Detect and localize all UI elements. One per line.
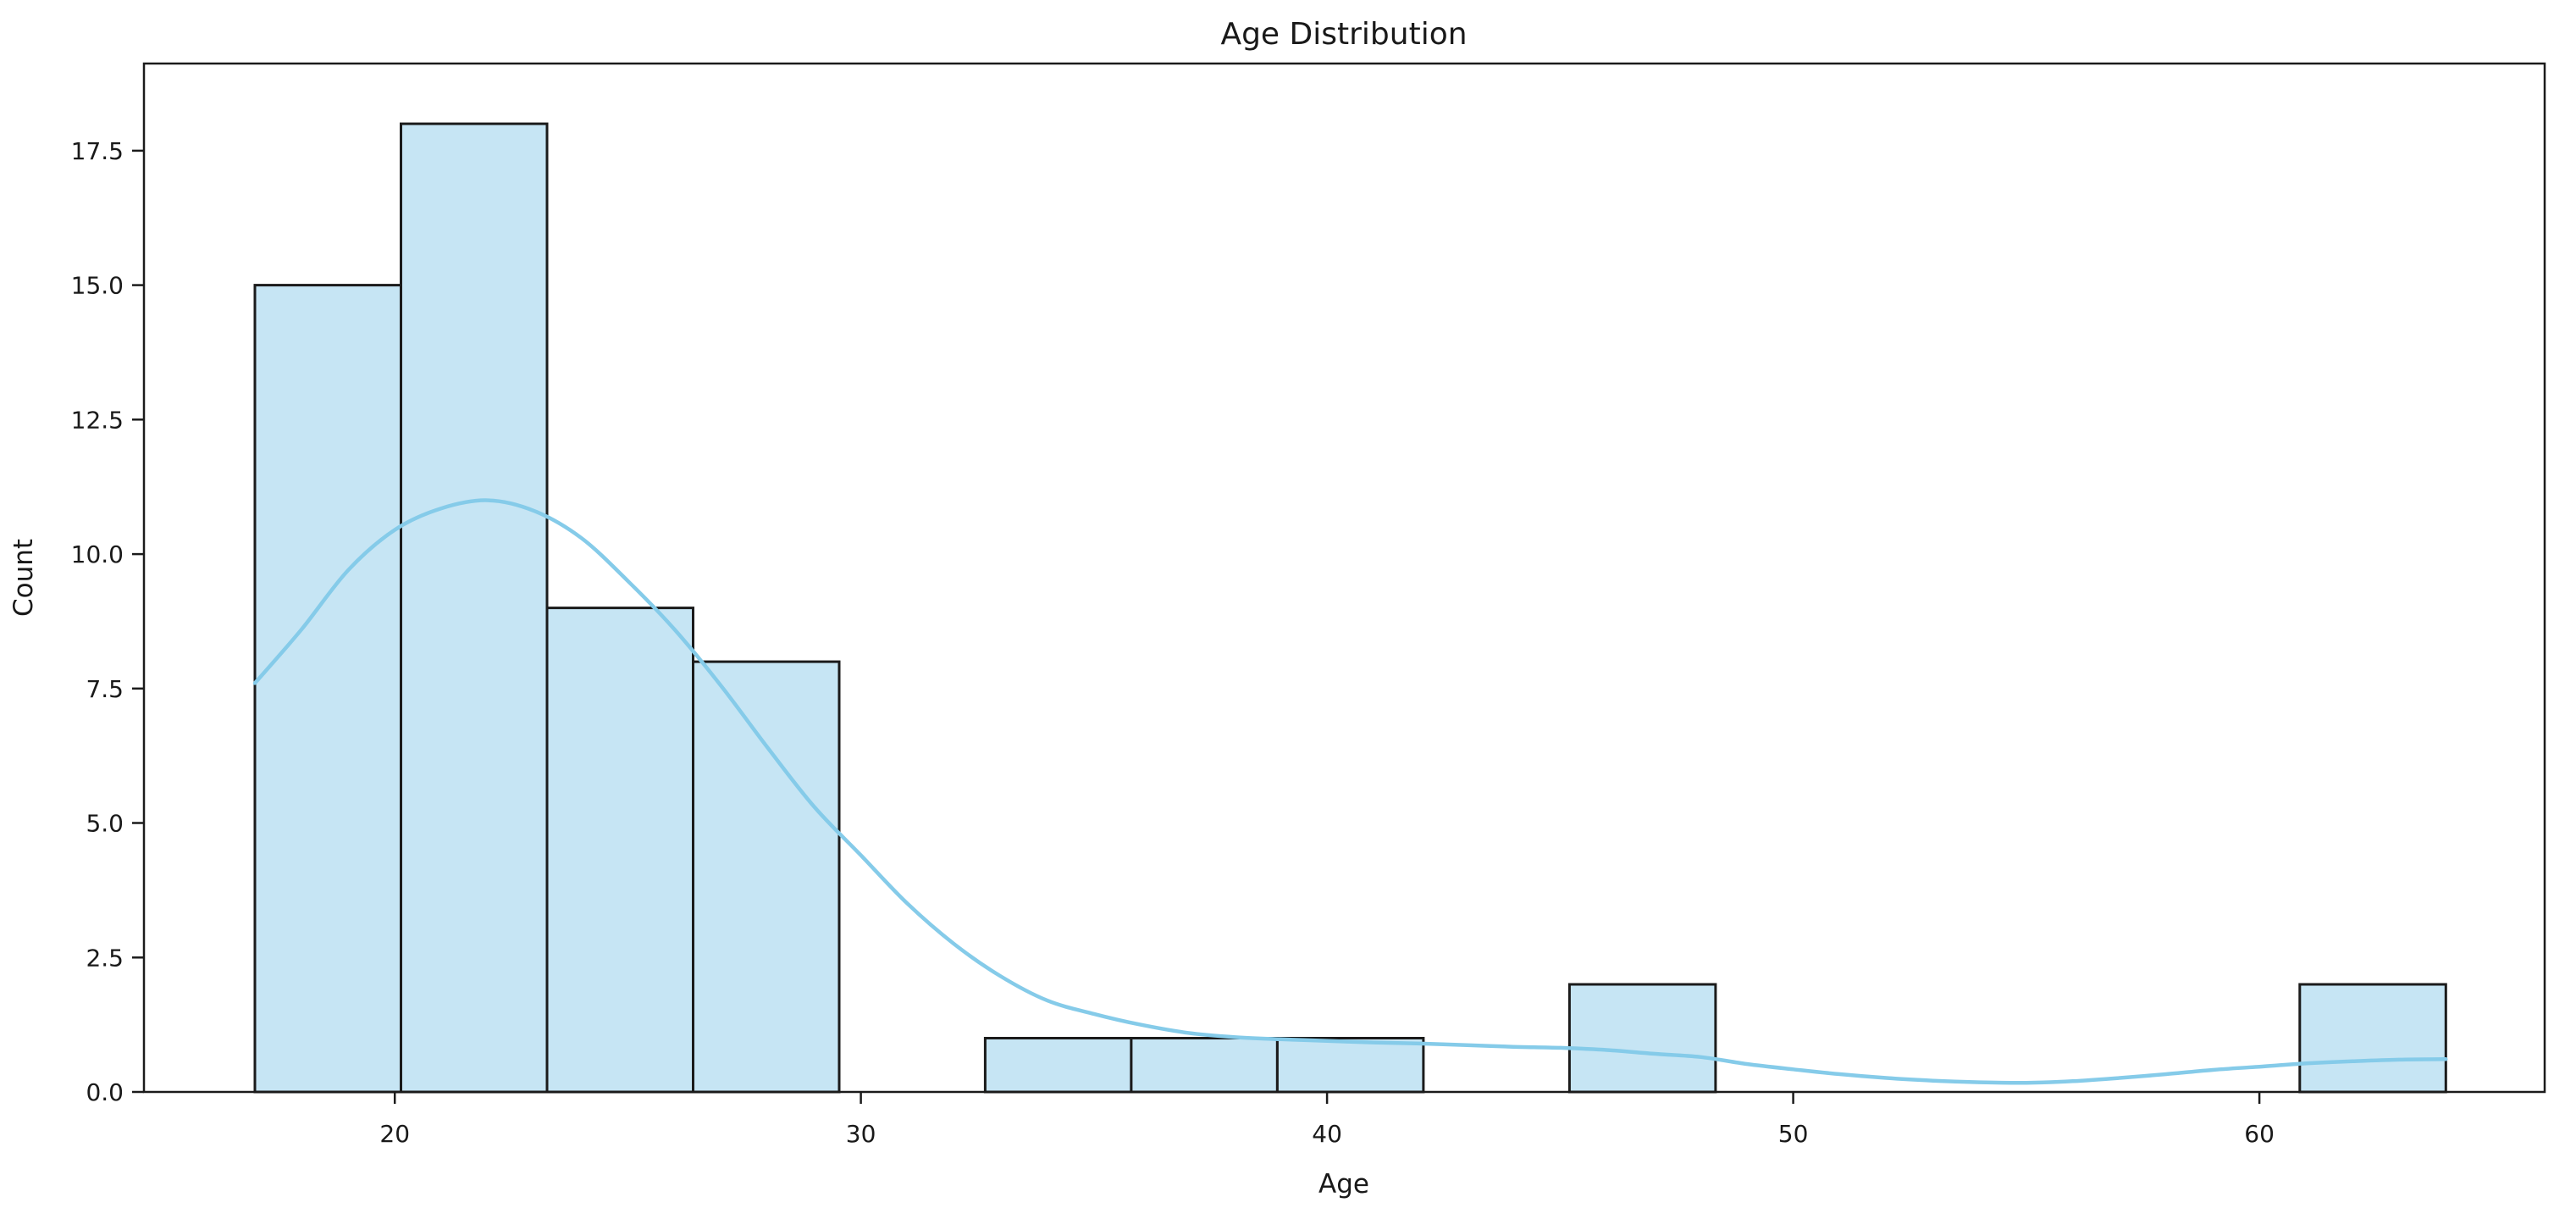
kde-curve — [252, 498, 2448, 1085]
histogram-bar — [545, 607, 694, 1094]
y-axis-label: Count — [8, 539, 39, 617]
y-tick-label: 12.5 — [71, 406, 124, 434]
x-tick-label: 50 — [1778, 1120, 1809, 1148]
histogram-bar — [692, 660, 841, 1094]
histogram-bar — [1567, 983, 1717, 1094]
y-tick-label: 17.5 — [71, 137, 124, 165]
kde-layer — [252, 498, 2448, 1085]
plot-border — [142, 62, 2546, 1094]
axes-layer: 20 30 40 50 60 0.0 2.5 5.0 7.5 10.0 12.5 15.0 17.5 — [71, 62, 2546, 1148]
histogram-bars-layer — [253, 122, 2447, 1094]
y-tick-label: 7.5 — [86, 675, 124, 703]
x-axis-label: Age — [1318, 1169, 1369, 1200]
y-tick-label: 0.0 — [86, 1078, 124, 1106]
histogram-bar — [2298, 983, 2447, 1094]
y-tick-label: 15.0 — [71, 272, 124, 300]
x-tick-label: 30 — [846, 1120, 876, 1148]
y-tick-label: 5.0 — [86, 810, 124, 838]
x-tick-label: 40 — [1312, 1120, 1342, 1148]
chart-title: Age Distribution — [1220, 17, 1467, 52]
y-tick-label: 10.0 — [71, 540, 124, 568]
histogram-bar — [1275, 1037, 1425, 1094]
x-tick-label: 20 — [379, 1120, 410, 1148]
histogram-bar — [1130, 1037, 1279, 1094]
histogram-bar — [983, 1037, 1133, 1094]
y-tick-label: 2.5 — [86, 944, 124, 972]
histogram-bar — [253, 284, 402, 1094]
x-tick-label: 60 — [2244, 1120, 2275, 1148]
histogram-bar — [400, 122, 549, 1094]
